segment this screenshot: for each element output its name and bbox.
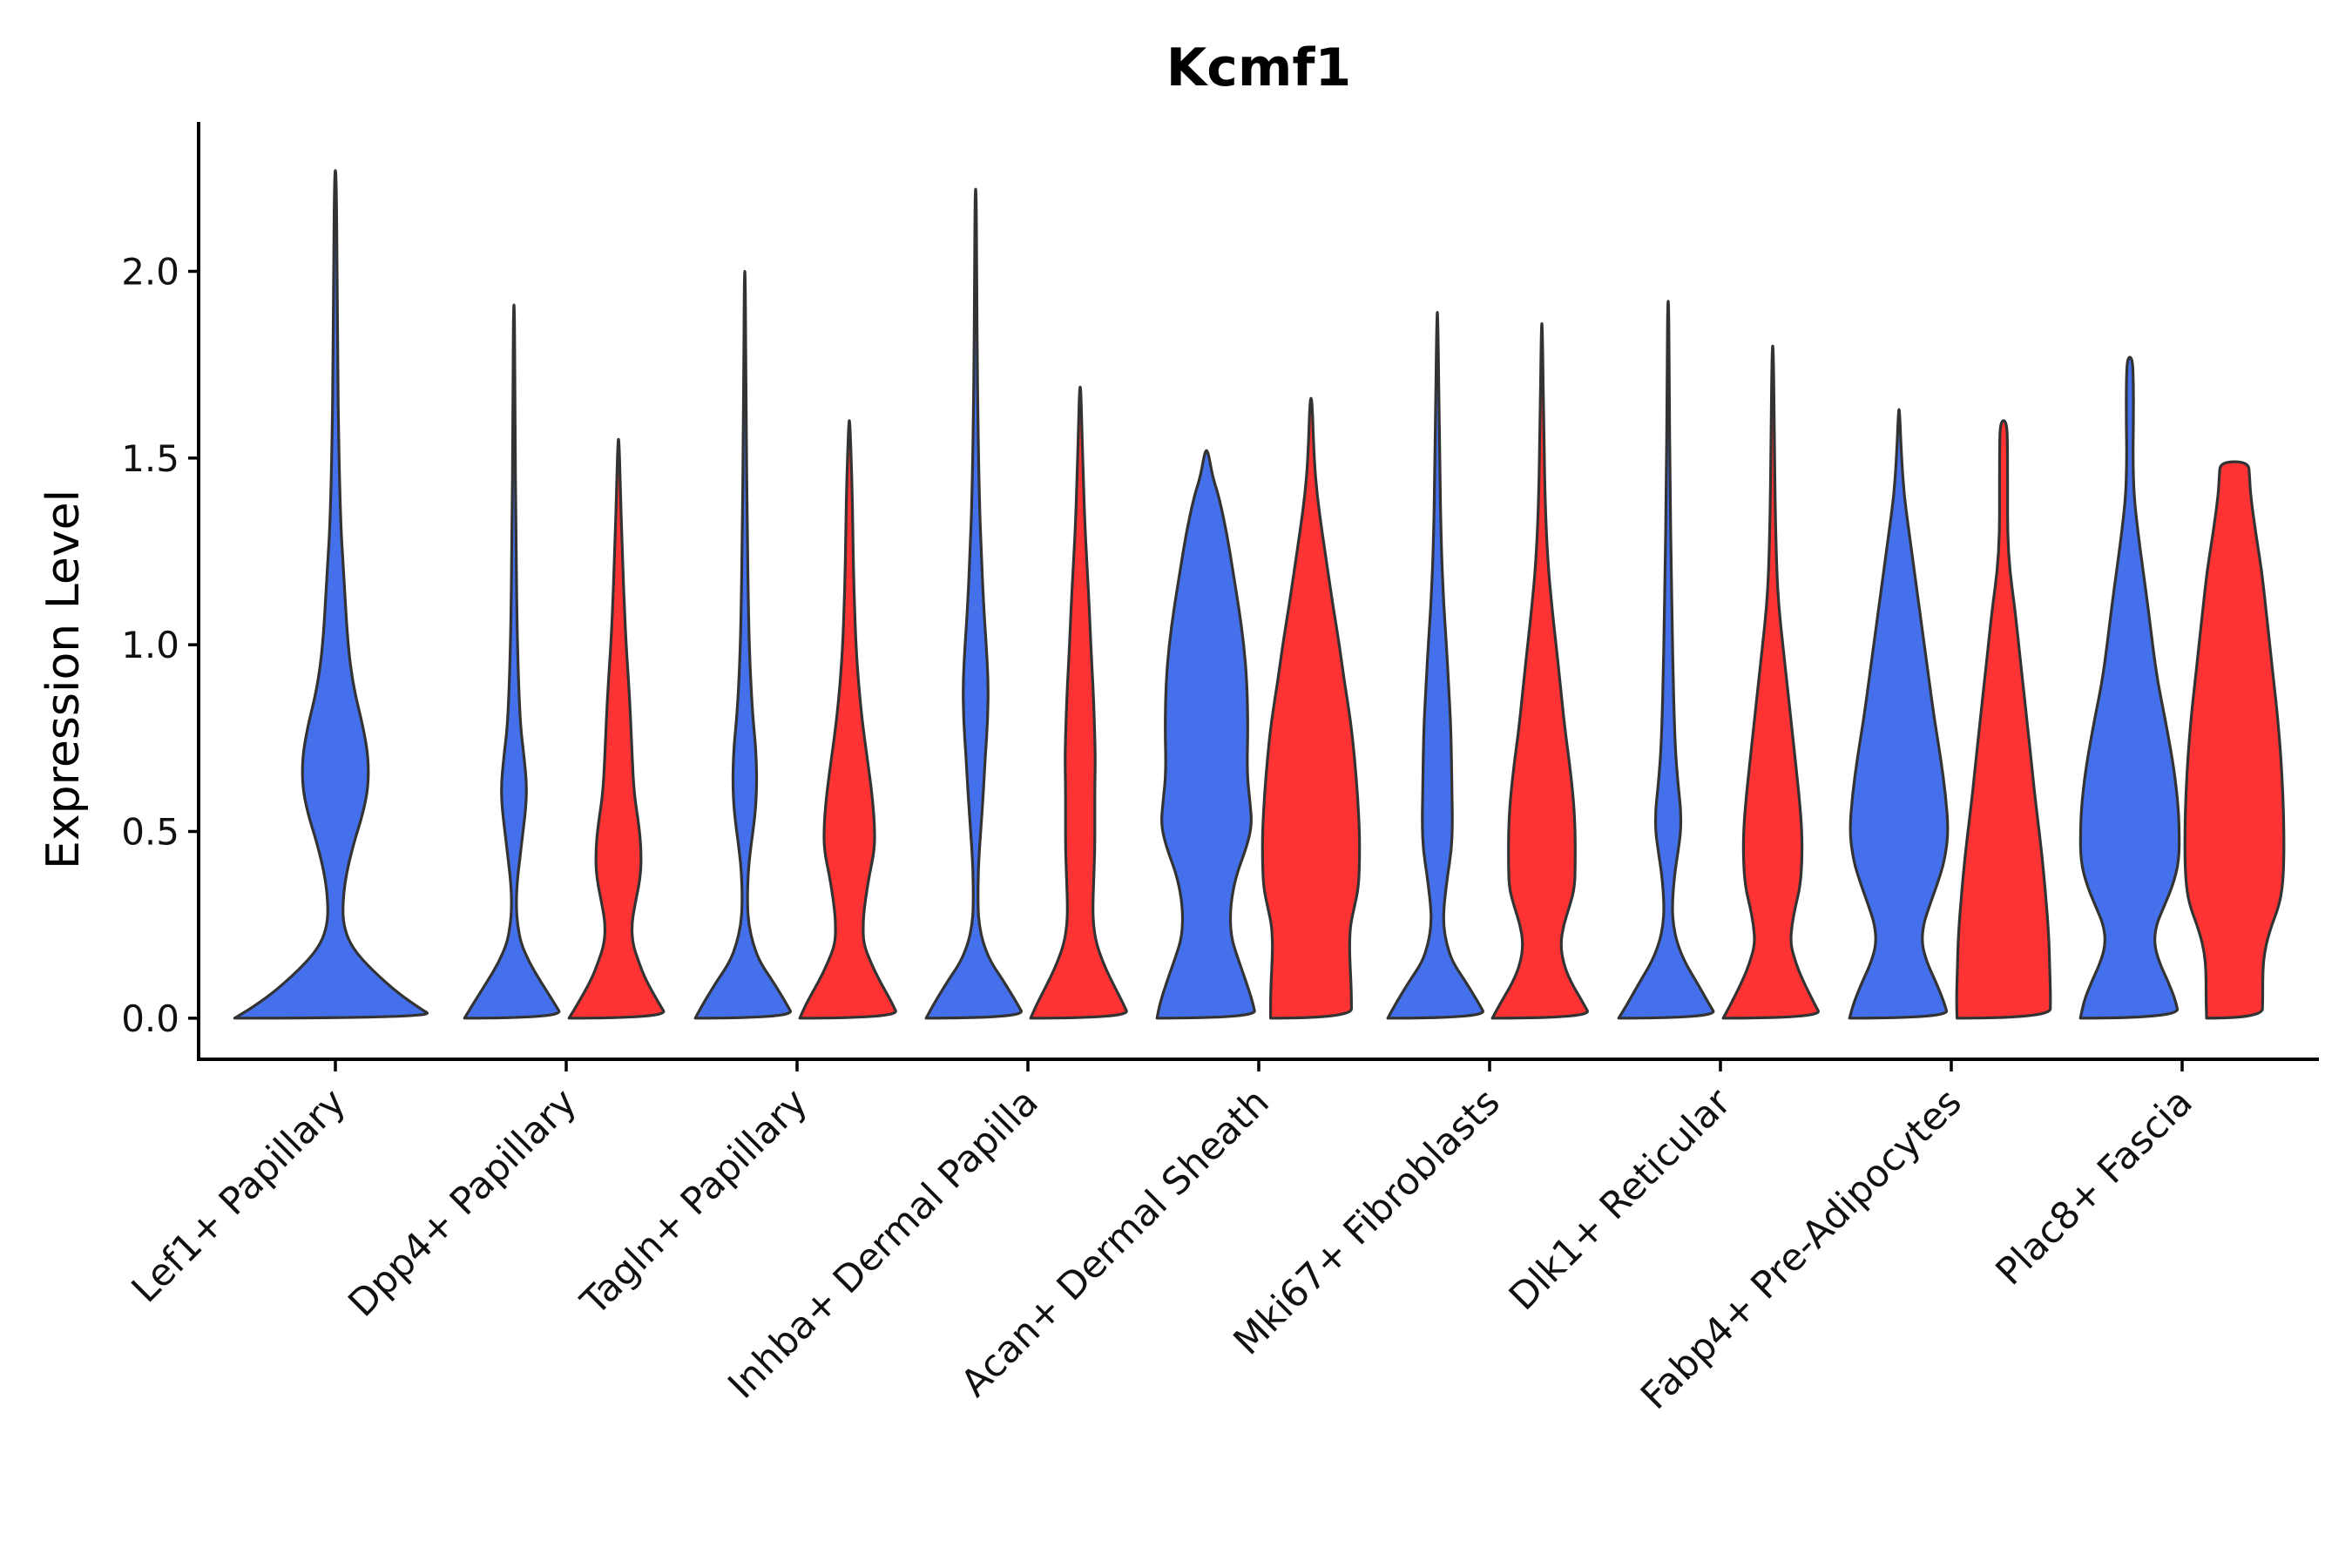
violin-group-1-4: [1155, 449, 1256, 1020]
y-axis-ticks: 0.0 0.5 1.0 1.5 2.0: [121, 250, 199, 1040]
violin-group-2-3: [1029, 385, 1128, 1020]
violin-group-1-5: [1386, 311, 1484, 1020]
violin-group-1-7: [1848, 408, 1950, 1020]
violin-group-1-0: [233, 169, 429, 1020]
violin-group-2-8: [2183, 460, 2286, 1020]
violin-group-1-3: [924, 187, 1023, 1020]
violin-group-2-1: [567, 437, 666, 1020]
violin-group-1-8: [2078, 355, 2181, 1020]
violin-group-1-6: [1617, 300, 1715, 1020]
violin-group-2-4: [1260, 396, 1362, 1020]
chart-title: Kcmf1: [1166, 37, 1351, 98]
y-tick-label: 2.0: [121, 250, 179, 293]
y-tick-label: 0.5: [121, 811, 179, 854]
violin-group-1-2: [693, 269, 792, 1020]
violin-group-2-7: [1955, 419, 2052, 1020]
x-tick-label: Dlk1+ Reticular: [1501, 1080, 1740, 1319]
y-tick-label: 1.0: [121, 624, 179, 666]
violin-layer: [233, 169, 2286, 1020]
y-axis-label: Expression Level: [37, 490, 90, 869]
x-tick-label: Mki67+ Fibroblasts: [1226, 1080, 1509, 1363]
x-tick-label: Tagln+ Papillary: [572, 1080, 816, 1324]
y-tick-label: 0.0: [121, 997, 179, 1040]
violin-group-2-6: [1721, 344, 1820, 1020]
x-tick-label: Dpp4+ Papillary: [341, 1080, 585, 1325]
x-tick-label: Lef1+ Papillary: [124, 1080, 355, 1311]
violin-group-1-1: [463, 303, 561, 1020]
violin-group-2-2: [798, 419, 897, 1020]
y-tick-label: 1.5: [121, 437, 179, 480]
x-tick-label: Plac8+ Fascia: [1988, 1080, 2201, 1294]
violin-group-2-5: [1490, 321, 1589, 1020]
